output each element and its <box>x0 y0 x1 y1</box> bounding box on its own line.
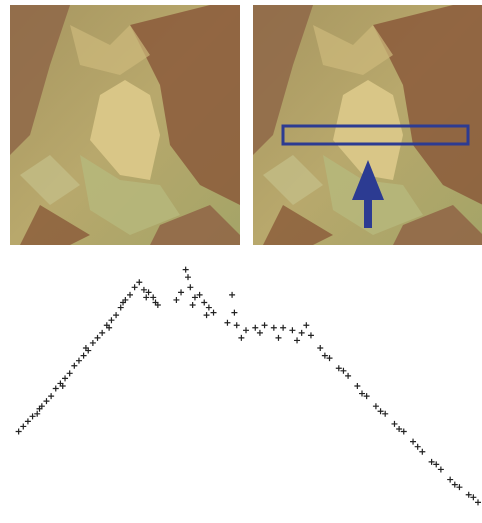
point <box>410 439 416 445</box>
point <box>391 421 397 427</box>
point <box>16 429 22 435</box>
point <box>262 322 268 328</box>
point <box>127 292 133 298</box>
point <box>25 418 31 424</box>
point <box>243 327 249 333</box>
point <box>136 279 142 285</box>
point <box>113 312 119 318</box>
point <box>299 330 305 336</box>
point <box>190 302 196 308</box>
point <box>43 398 49 404</box>
point <box>53 386 59 392</box>
point <box>224 320 230 326</box>
point <box>271 325 277 331</box>
point <box>354 383 360 389</box>
point <box>257 330 263 336</box>
point <box>67 370 73 376</box>
page: {"chart_data": {"type": "scatter", "colo… <box>0 0 482 523</box>
point <box>185 274 191 280</box>
point <box>183 267 189 273</box>
point <box>238 335 244 341</box>
point <box>415 444 421 450</box>
point <box>280 325 286 331</box>
point <box>201 299 207 305</box>
point <box>187 284 193 290</box>
point <box>20 423 26 429</box>
point <box>345 373 351 379</box>
point <box>303 322 309 328</box>
point <box>211 310 217 316</box>
point <box>95 335 101 341</box>
point <box>48 393 54 399</box>
point <box>99 330 105 336</box>
point <box>132 284 138 290</box>
point <box>234 322 240 328</box>
satellite-image-left <box>10 5 240 245</box>
point <box>447 477 453 483</box>
point <box>62 375 68 381</box>
point <box>252 325 258 331</box>
point <box>275 335 281 341</box>
profile-scatter <box>16 267 481 506</box>
point <box>178 289 184 295</box>
point <box>206 305 212 311</box>
point <box>108 317 114 323</box>
point <box>438 466 444 472</box>
point <box>475 499 481 505</box>
figure <box>0 0 482 523</box>
point <box>173 297 179 303</box>
point <box>373 403 379 409</box>
point <box>71 363 77 369</box>
point <box>289 327 295 333</box>
point <box>231 310 237 316</box>
point <box>419 449 425 455</box>
point <box>229 292 235 298</box>
point <box>308 332 314 338</box>
point <box>90 340 96 346</box>
point <box>76 358 82 364</box>
point <box>317 345 323 351</box>
point <box>294 337 300 343</box>
terrain-image <box>10 5 240 245</box>
point <box>81 353 87 359</box>
point <box>204 312 210 318</box>
